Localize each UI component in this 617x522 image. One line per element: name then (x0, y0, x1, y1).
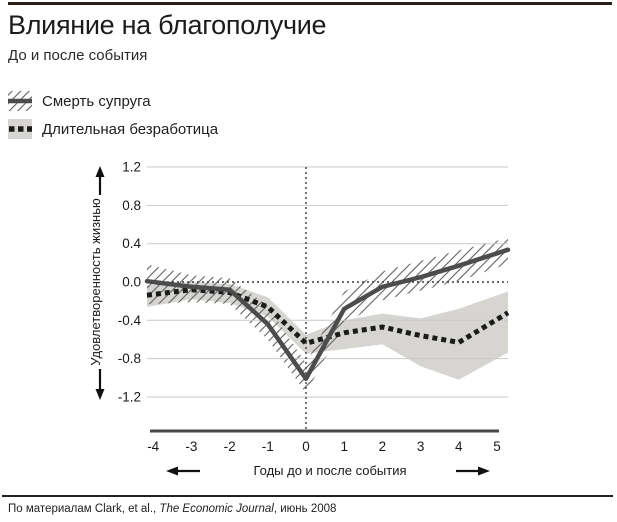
legend-label: Смерть супруга (42, 92, 151, 110)
y-tick-label: 0.0 (122, 275, 141, 290)
chart-legend: Смерть супруга Длительная безработица (8, 91, 218, 147)
footnote-date: , июнь 2008 (273, 503, 337, 515)
page-title: Влияние на благополучие (8, 10, 327, 40)
footnote-text: По материалам Clark, et al., (8, 503, 160, 515)
y-tick-label: 0.4 (122, 236, 141, 251)
y-tick-label: -0.8 (118, 351, 141, 366)
top-rule (8, 2, 612, 5)
x-tick-label: 3 (417, 439, 425, 454)
wellbeing-chart: -4 -3 -2 -1 0 1 2 3 4 5 1.2 0.8 0.4 0.0 -0.4 -0.8 -1.2 Уд… (0, 155, 617, 485)
right-arrow-icon (478, 466, 490, 476)
legend-item-spouse-death: Смерть супруга (8, 91, 218, 111)
x-tick-label: 1 (340, 439, 348, 454)
source-footnote: По материалам Clark, et al., The Economi… (8, 503, 336, 515)
hatched-band-swatch-icon (8, 91, 32, 111)
y-tick-label: -0.4 (118, 313, 142, 328)
down-arrow-icon (95, 389, 105, 400)
x-tick-label: -2 (224, 439, 236, 454)
footnote-source-name: The Economic Journal (159, 503, 274, 515)
y-axis-title: Удовлетворенность жизнью (88, 198, 103, 366)
left-arrow-icon (166, 466, 178, 476)
chart-canvas: -4 -3 -2 -1 0 1 2 3 4 5 1.2 0.8 0.4 0.0 -0.4 -0.8 -1.2 Уд… (88, 160, 511, 478)
y-tick-label: 1.2 (122, 160, 141, 175)
x-tick-label: 2 (379, 439, 387, 454)
x-tick-label: 4 (455, 439, 463, 454)
legend-label: Длительная безработица (42, 120, 219, 138)
bottom-rule (2, 495, 613, 497)
unemployment-line (146, 287, 510, 347)
x-tick-label: -1 (262, 439, 274, 454)
x-axis-title: Годы до и после события (253, 463, 406, 478)
gray-band-swatch-icon (8, 119, 32, 139)
x-tick-label: 0 (302, 439, 310, 454)
spouse-death-line (144, 247, 511, 382)
up-arrow-icon (95, 166, 105, 177)
x-tick-label: -4 (147, 439, 159, 454)
legend-item-unemployment: Длительная безработица (8, 119, 218, 139)
x-tick-label: 5 (493, 439, 501, 454)
page-subtitle: До и после события (8, 47, 148, 64)
x-tick-label: -3 (185, 439, 197, 454)
y-tick-label: 0.8 (122, 198, 141, 213)
y-tick-label: -1.2 (118, 390, 141, 405)
